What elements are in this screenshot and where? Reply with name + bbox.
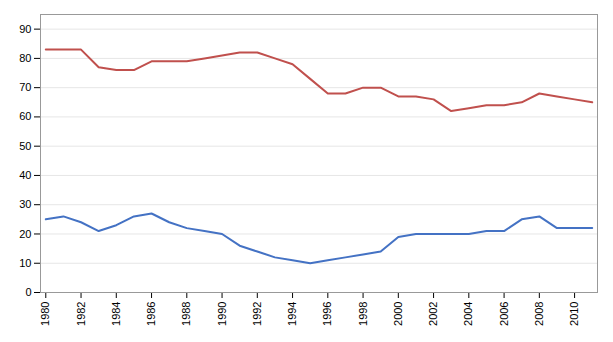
- svg-text:1984: 1984: [110, 302, 122, 326]
- svg-text:2006: 2006: [498, 302, 510, 326]
- svg-text:1994: 1994: [286, 302, 298, 326]
- svg-text:0: 0: [25, 286, 31, 298]
- svg-text:1990: 1990: [216, 302, 228, 326]
- svg-text:80: 80: [19, 52, 31, 64]
- svg-text:70: 70: [19, 81, 31, 93]
- svg-text:1986: 1986: [145, 302, 157, 326]
- svg-text:1980: 1980: [39, 302, 51, 326]
- svg-text:50: 50: [19, 140, 31, 152]
- svg-text:1982: 1982: [75, 302, 87, 326]
- svg-text:30: 30: [19, 198, 31, 210]
- svg-text:40: 40: [19, 169, 31, 181]
- svg-text:60: 60: [19, 110, 31, 122]
- svg-text:90: 90: [19, 23, 31, 35]
- svg-text:10: 10: [19, 257, 31, 269]
- svg-text:1988: 1988: [180, 302, 192, 326]
- svg-text:2000: 2000: [392, 302, 404, 326]
- svg-text:2004: 2004: [462, 302, 474, 326]
- svg-text:1992: 1992: [251, 302, 263, 326]
- svg-text:2008: 2008: [533, 302, 545, 326]
- svg-text:2002: 2002: [427, 302, 439, 326]
- svg-text:2010: 2010: [568, 302, 580, 326]
- svg-text:1996: 1996: [321, 302, 333, 326]
- svg-text:20: 20: [19, 227, 31, 239]
- svg-text:1998: 1998: [357, 302, 369, 326]
